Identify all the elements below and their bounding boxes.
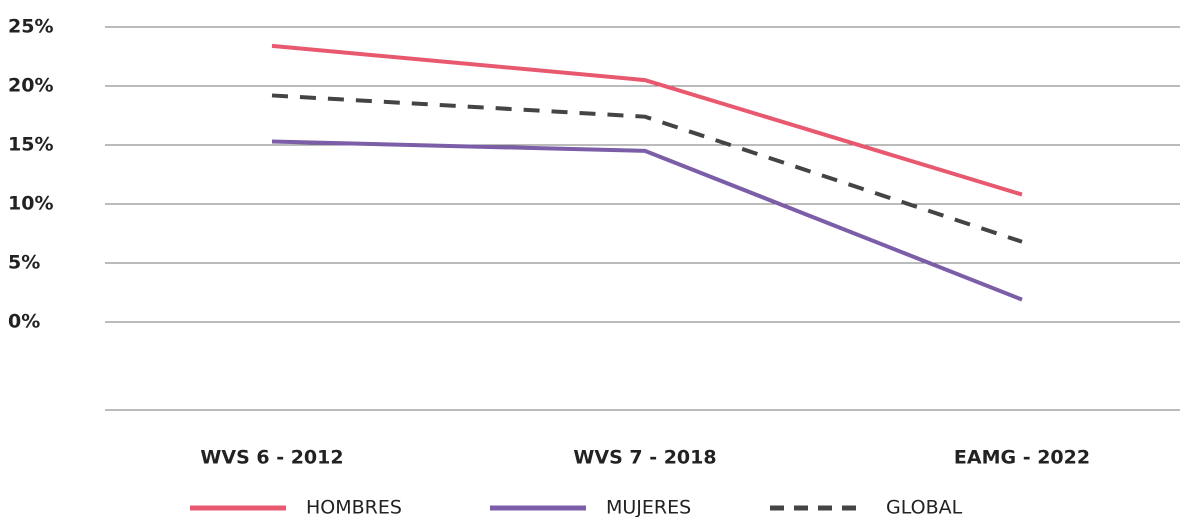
x-tick-label: EAMG - 2022 xyxy=(954,447,1090,469)
y-tick-label: 5% xyxy=(8,252,40,274)
y-tick-label: 25% xyxy=(8,16,53,38)
y-tick-label: 20% xyxy=(8,75,53,97)
x-tick-label: WVS 7 - 2018 xyxy=(573,447,716,469)
legend-label: GLOBAL xyxy=(886,497,963,517)
line-series xyxy=(271,139,1023,302)
legend-label: MUJERES xyxy=(606,497,691,517)
line-series xyxy=(271,43,1023,197)
line-series xyxy=(271,93,1023,244)
y-tick-label: 15% xyxy=(8,134,53,156)
y-tick-label: 0% xyxy=(8,311,40,333)
legend-label: HOMBRES xyxy=(306,497,402,517)
x-tick-label: WVS 6 - 2012 xyxy=(200,447,343,469)
y-tick-label: 10% xyxy=(8,193,53,215)
